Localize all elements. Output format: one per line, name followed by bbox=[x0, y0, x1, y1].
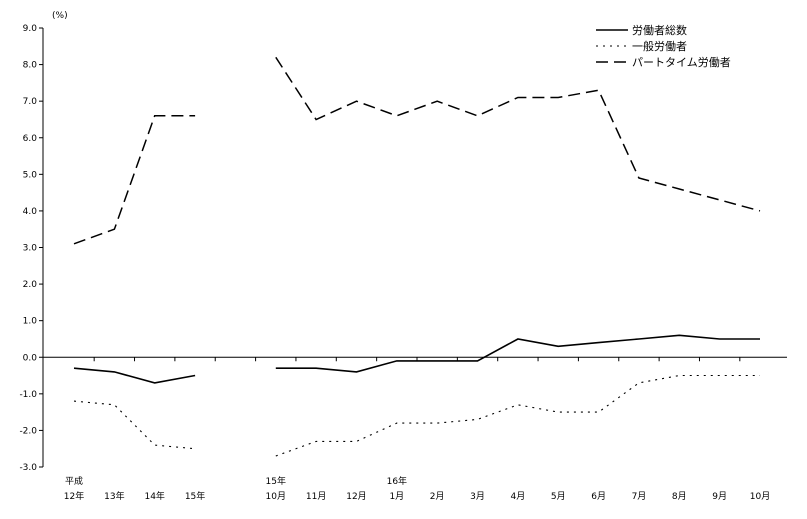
series-line-2-segment-2 bbox=[275, 374, 760, 457]
x-tick-label: 9月 bbox=[712, 491, 727, 502]
y-tick-label: 0.0 bbox=[23, 353, 38, 363]
y-tick-label: 5.0 bbox=[23, 170, 38, 180]
x-tick-label: 10月 bbox=[750, 491, 770, 502]
x-tick-label: 3月 bbox=[470, 491, 485, 502]
y-unit-label: (%) bbox=[52, 11, 68, 21]
x-tick-label: 1月 bbox=[389, 491, 404, 502]
y-tick-label: 7.0 bbox=[23, 97, 38, 107]
y-tick-label: 8.0 bbox=[23, 61, 38, 71]
y-tick-label: -2.0 bbox=[19, 426, 37, 436]
y-tick-label: 9.0 bbox=[23, 24, 38, 34]
x-tick-label: 15年 bbox=[266, 475, 286, 487]
series-lines bbox=[73, 56, 761, 457]
x-tick-label: 10月 bbox=[266, 491, 286, 502]
x-tick-label: 7月 bbox=[632, 491, 647, 502]
x-ticks: 平成 12年 13年 14年 15年 15年 10月 11月 12月 16年 1月 2月 3月 4月 5月 6… bbox=[64, 357, 770, 502]
x-tick-label: 平成 bbox=[65, 475, 83, 487]
x-tick-label: 2月 bbox=[430, 491, 445, 502]
x-tick-label: 11月 bbox=[306, 491, 326, 502]
series-line-1-segment-2 bbox=[275, 334, 760, 373]
x-tick-label: 13年 bbox=[104, 490, 124, 502]
x-tick-label: 6月 bbox=[591, 491, 606, 502]
legend-label: パートタイム労働者 bbox=[632, 55, 731, 69]
x-tick-label: 8月 bbox=[672, 491, 687, 502]
y-tick-label: 2.0 bbox=[23, 280, 38, 290]
x-tick-label: 14年 bbox=[144, 490, 164, 502]
x-tick-label: 12年 bbox=[64, 490, 84, 502]
legend-label: 労働者総数 bbox=[632, 23, 687, 37]
series-line-2-segment-1 bbox=[73, 400, 196, 450]
x-tick-label: 15年 bbox=[185, 490, 205, 502]
axes bbox=[42, 28, 787, 467]
series-line-1-segment-1 bbox=[73, 367, 196, 384]
x-tick-label: 12月 bbox=[346, 491, 366, 502]
y-tick-label: 1.0 bbox=[23, 317, 38, 327]
y-tick-label: -1.0 bbox=[19, 390, 37, 400]
x-tick-label: 5月 bbox=[551, 491, 566, 502]
x-tick-label: 16年 bbox=[387, 475, 407, 487]
series-line-3-segment-1 bbox=[73, 115, 196, 245]
y-tick-label: 6.0 bbox=[23, 134, 38, 144]
y-tick-label: -3.0 bbox=[19, 463, 37, 473]
legend-label: 一般労働者 bbox=[632, 39, 687, 53]
y-tick-label: 3.0 bbox=[23, 244, 38, 254]
series-line-3-segment-2 bbox=[275, 56, 761, 212]
y-tick-label: 4.0 bbox=[23, 207, 38, 217]
y-ticks: 9.0 8.0 7.0 6.0 5.0 4.0 3.0 2.0 1.0 0.0 -1.0 -2.0 -3… bbox=[19, 24, 43, 473]
x-tick-label: 4月 bbox=[511, 491, 526, 502]
